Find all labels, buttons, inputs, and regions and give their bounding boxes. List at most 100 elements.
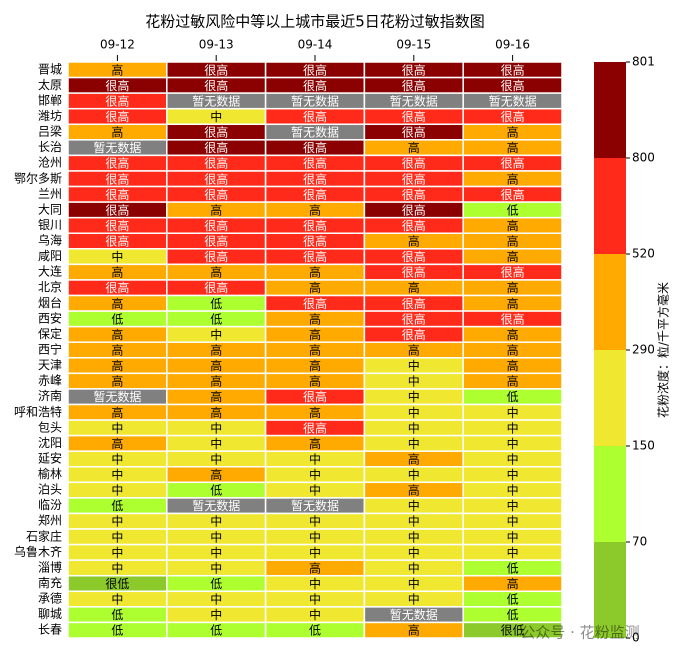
y-tick-label: 银川 [38, 218, 62, 232]
cell-label: 高 [309, 358, 321, 373]
cell-label: 很高 [204, 280, 228, 295]
cell-label: 中 [507, 483, 519, 498]
cell-label: 高 [210, 343, 222, 358]
cell-label: 中 [408, 420, 420, 435]
cell-label: 中 [408, 389, 420, 404]
cell-label: 很高 [105, 280, 129, 295]
cell-label: 中 [408, 529, 420, 544]
y-tick-label: 泊头 [38, 483, 62, 497]
cell-label: 很高 [204, 234, 228, 249]
colorbar-tick-label: 0 [632, 631, 640, 645]
cell-label: 很高 [402, 265, 426, 280]
y-tick-label: 保定 [38, 326, 62, 341]
y-tick-label: 天津 [38, 358, 62, 372]
cell-label: 很高 [303, 187, 327, 202]
colorbar-tick-label: 290 [632, 343, 655, 357]
cell-label: 很高 [204, 218, 228, 233]
y-tick-label: 榆林 [38, 466, 62, 481]
cell-label: 很高 [204, 156, 228, 171]
x-tick-label: 09-12 [100, 38, 135, 52]
cell-label: 高 [408, 280, 420, 295]
cell-label: 中 [507, 420, 519, 435]
colorbar-segment [594, 254, 626, 350]
cell-label: 很高 [303, 234, 327, 249]
cell-label: 高 [309, 280, 321, 295]
cell-label: 中 [408, 374, 420, 389]
y-tick-label: 郑州 [38, 513, 62, 528]
cell-label: 高 [111, 343, 123, 358]
cell-label: 中 [507, 545, 519, 560]
cell-label: 中 [408, 358, 420, 373]
cell-label: 很高 [303, 140, 327, 155]
cell-label: 中 [111, 529, 123, 544]
cell-label: 很高 [402, 249, 426, 264]
cell-label: 暂无数据 [93, 140, 141, 155]
y-tick-label: 淄博 [38, 559, 62, 574]
cell-label: 高 [309, 311, 321, 326]
cell-label: 暂无数据 [489, 93, 537, 108]
colorbar-tick-label: 70 [632, 535, 647, 549]
y-tick-label: 长治 [38, 140, 62, 154]
cell-label: 中 [210, 420, 222, 435]
y-tick-label: 乌鲁木齐 [14, 544, 62, 559]
cell-label: 低 [111, 608, 123, 622]
cell-label: 高 [309, 560, 321, 575]
cell-label: 中 [309, 576, 321, 591]
cell-label: 中 [111, 592, 123, 607]
colorbar-tick-label: 800 [632, 151, 655, 165]
chart-title: 花粉过敏风险中等以上城市最近5日花粉过敏指数图 [145, 13, 485, 31]
colorbar-tick-label: 520 [632, 247, 655, 261]
cell-label: 中 [111, 249, 123, 264]
cell-label: 高 [111, 358, 123, 373]
cell-label: 中 [408, 560, 420, 575]
cell-label: 很高 [105, 234, 129, 249]
cell-label: 很高 [402, 202, 426, 217]
cell-label: 低 [507, 203, 519, 217]
cell-label: 很高 [501, 156, 525, 171]
cell-label: 很高 [303, 420, 327, 435]
cell-label: 暂无数据 [390, 93, 438, 108]
cell-label: 中 [507, 405, 519, 420]
cell-label: 高 [408, 483, 420, 498]
y-tick-label: 烟台 [38, 295, 62, 310]
cell-label: 中 [507, 451, 519, 466]
cell-label: 暂无数据 [291, 93, 339, 108]
cell-label: 高 [111, 265, 123, 280]
cell-label: 低 [111, 624, 123, 638]
x-tick-label: 09-13 [199, 38, 234, 52]
cell-label: 中 [210, 529, 222, 544]
cell-label: 很高 [501, 78, 525, 93]
cell-label: 中 [507, 436, 519, 451]
cell-label: 很低 [501, 624, 525, 638]
cell-label: 中 [210, 109, 222, 124]
cell-label: 高 [210, 358, 222, 373]
cell-label: 很高 [204, 78, 228, 93]
cell-label: 很高 [105, 93, 129, 108]
cell-label: 很高 [204, 249, 228, 264]
cell-label: 中 [210, 607, 222, 622]
cell-label: 高 [507, 125, 519, 140]
cell-label: 中 [309, 483, 321, 498]
cell-label: 暂无数据 [93, 389, 141, 404]
cell-label: 中 [408, 576, 420, 591]
cell-label: 中 [408, 592, 420, 607]
cell-label: 高 [309, 265, 321, 280]
cell-label: 中 [408, 405, 420, 420]
y-tick-label: 延安 [38, 450, 62, 465]
cell-label: 中 [408, 467, 420, 482]
cell-label: 很高 [204, 140, 228, 155]
cell-label: 很高 [303, 78, 327, 93]
cell-label: 暂无数据 [192, 93, 240, 108]
cell-label: 很高 [402, 125, 426, 140]
cell-label: 很高 [303, 156, 327, 171]
cell-label: 高 [309, 327, 321, 342]
cell-label: 很高 [402, 187, 426, 202]
cell-label: 中 [507, 467, 519, 482]
colorbar-tick-label: 801 [632, 55, 655, 69]
y-tick-label: 西宁 [38, 342, 62, 357]
cell-label: 高 [111, 327, 123, 342]
cell-label: 高 [111, 62, 123, 77]
colorbar-segment [594, 62, 626, 158]
colorbar-segment [594, 158, 626, 254]
